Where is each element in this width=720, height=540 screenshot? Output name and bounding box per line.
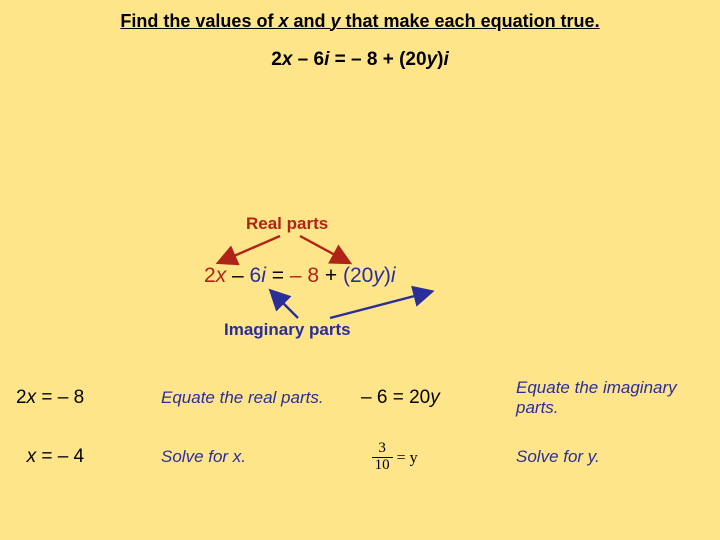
colored-equation: 2x – 6i = – 8 + (20y)i: [204, 264, 396, 288]
eq2-eq: =: [266, 264, 290, 287]
eq-y: = y: [393, 449, 418, 466]
eq1-x: x: [282, 49, 293, 70]
eq2-6: 6: [250, 264, 262, 287]
real-parts-label: Real parts: [246, 214, 328, 234]
arrow-real-right: [300, 236, 348, 262]
equate-real-eq: 2x = – 8: [16, 387, 161, 409]
eq1-y: y: [427, 49, 438, 70]
r2-m4: = – 4: [36, 446, 84, 467]
solve-y-eq: 310 = y: [361, 441, 516, 474]
solution-row-2: x = – 4 Solve for x. 310 = y Solve for y…: [16, 441, 704, 474]
title: Find the values of x and y that make eac…: [0, 0, 720, 37]
frac-den: 10: [372, 458, 393, 474]
imaginary-parts-label: Imaginary parts: [224, 320, 351, 340]
frac-num: 3: [372, 441, 393, 458]
title-x: x: [278, 11, 288, 31]
arrow-imag-right: [330, 292, 430, 318]
eq2-m8: – 8: [290, 264, 319, 287]
eq1-2: 2: [271, 49, 282, 70]
r1-2: 2: [16, 387, 27, 408]
main-equation: 2x – 6i = – 8 + (20y)i: [0, 49, 720, 71]
solve-x-eq: x = – 4: [16, 446, 161, 468]
r1-y: y: [430, 387, 440, 408]
title-text-1: Find the values of: [120, 11, 278, 31]
eq2-i2: i: [391, 264, 396, 287]
r1-m8: = – 8: [36, 387, 84, 408]
equate-real-explain: Equate the real parts.: [161, 388, 361, 408]
eq2-20: (20: [343, 264, 373, 287]
solve-y-explain: Solve for y.: [516, 447, 704, 467]
solution-grid: 2x = – 8 Equate the real parts. – 6 = 20…: [16, 378, 704, 495]
title-text-3: that make each equation true.: [341, 11, 600, 31]
eq2-x: x: [216, 264, 227, 287]
eq2-y: y: [373, 264, 384, 287]
arrow-real-left: [220, 236, 280, 262]
eq2-plus: +: [319, 264, 343, 287]
solution-row-1: 2x = – 8 Equate the real parts. – 6 = 20…: [16, 378, 704, 419]
r1-x: x: [27, 387, 37, 408]
eq2-2: 2: [204, 264, 216, 287]
solve-x-explain: Solve for x.: [161, 447, 361, 467]
equate-imag-eq: – 6 = 20y: [361, 387, 516, 409]
title-text-2: and: [288, 11, 330, 31]
eq1-m6: – 6: [292, 49, 324, 70]
equate-imag-explain: Equate the imaginary parts.: [516, 378, 704, 419]
title-y: y: [330, 11, 340, 31]
arrow-imag-left: [272, 292, 298, 318]
fraction-3-10: 310: [372, 441, 393, 474]
eq1-i2: i: [443, 49, 448, 70]
eq1-eq: = – 8 + (20: [329, 49, 426, 70]
r2-x: x: [27, 446, 37, 467]
eq2-paren: ): [384, 264, 391, 287]
r1-right: – 6 = 20: [361, 387, 430, 408]
eq2-minus: –: [226, 264, 249, 287]
